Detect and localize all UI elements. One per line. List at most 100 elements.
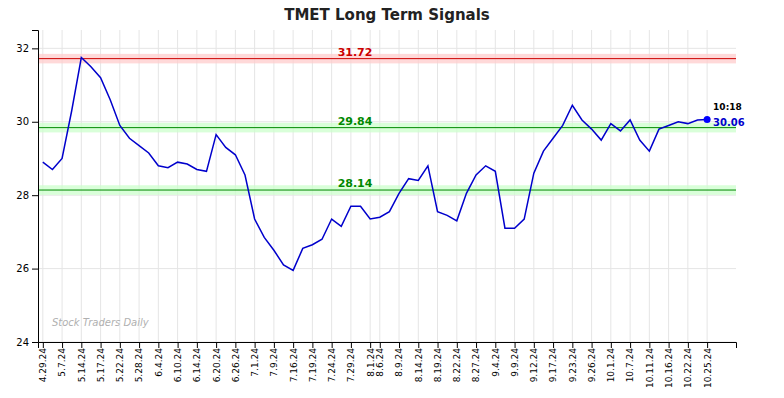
x-tick: 6.4.24: [154, 342, 164, 377]
x-axis: 4.29.245.7.245.14.245.17.245.22.245.28.2…: [38, 342, 736, 388]
y-tick: 26: [16, 263, 38, 274]
x-tick-label: 9.17.24: [548, 348, 558, 383]
last-time-label: 10:18: [713, 102, 742, 112]
price-line: [43, 58, 707, 271]
x-tick-mark: [515, 342, 516, 348]
last-point: [704, 116, 711, 123]
x-tick-label: 7.9.24: [269, 348, 279, 377]
x-tick-mark: [62, 342, 63, 348]
grid: [38, 30, 736, 342]
x-tick-label: 8.9.24: [394, 348, 404, 377]
x-tick-mark: [293, 342, 294, 348]
x-tick: 10.22.24: [683, 342, 693, 388]
x-tick: 5.17.24: [96, 342, 106, 382]
x-tick-mark: [274, 342, 275, 348]
signal-band: [38, 185, 736, 195]
x-tick-label: 6.14.24: [192, 348, 202, 383]
x-tick: 9.23.24: [568, 342, 578, 382]
x-tick-label: 9.9.24: [510, 348, 520, 377]
y-tick: 24: [16, 337, 38, 348]
y-tick-mark: [32, 342, 38, 343]
y-tick-label: 32: [16, 43, 29, 54]
x-tick: 6.26.24: [231, 342, 241, 382]
x-tick-label: 10.22.24: [683, 348, 693, 388]
signal-line: [38, 58, 736, 59]
x-tick-label: 8.27.24: [471, 348, 481, 383]
x-tick-label: 10.7.24: [625, 348, 635, 383]
x-tick-label: 9.23.24: [568, 348, 578, 383]
x-tick: 8.19.24: [433, 342, 443, 382]
x-tick: 9.26.24: [587, 342, 597, 382]
y-tick: 30: [16, 116, 38, 127]
x-tick-mark: [438, 342, 439, 348]
x-tick: 9.9.24: [510, 342, 520, 377]
x-tick-mark: [43, 342, 44, 348]
x-tick-mark: [399, 342, 400, 348]
annotations: 31.7229.8428.1410:1830.06Stock Traders D…: [52, 46, 745, 329]
x-tick-mark: [418, 342, 419, 348]
x-tick-label: 7.1.24: [250, 348, 260, 377]
x-tick: 9.12.24: [529, 342, 539, 382]
x-tick-label: 8.14.24: [414, 348, 424, 383]
x-tick: 10.11.24: [645, 342, 655, 388]
x-tick-label: 7.19.24: [308, 348, 318, 383]
marks: [38, 54, 736, 271]
x-tick: 8.27.24: [471, 342, 481, 382]
x-tick: 4.29.24: [38, 342, 48, 382]
watermark: Stock Traders Daily: [52, 317, 150, 328]
x-tick-label: 10.16.24: [664, 348, 674, 388]
x-tick-mark: [332, 342, 333, 348]
x-tick-mark: [235, 342, 236, 348]
x-tick-label: 8.22.24: [452, 348, 462, 383]
x-tick: 8.6.24: [375, 342, 385, 377]
x-tick: 7.29.24: [346, 342, 356, 382]
x-tick-mark: [707, 342, 708, 348]
signal-label: 31.72: [338, 46, 373, 59]
x-tick: 8.22.24: [452, 342, 462, 382]
x-tick-mark: [370, 342, 371, 348]
plot: 4.29.245.7.245.14.245.17.245.22.245.28.2…: [16, 30, 745, 388]
x-tick-mark: [592, 342, 593, 348]
x-tick-mark: [457, 342, 458, 348]
signal-label: 29.84: [338, 115, 373, 128]
signal-line: [38, 127, 736, 128]
x-tick-label: 9.12.24: [529, 348, 539, 383]
x-tick-mark: [380, 342, 381, 348]
x-tick-label: 10.11.24: [645, 348, 655, 388]
x-tick-mark: [630, 342, 631, 348]
y-axis-line: [32, 31, 39, 343]
x-tick-mark: [216, 342, 217, 348]
x-tick-label: 6.10.24: [173, 348, 183, 383]
x-tick-mark: [139, 342, 140, 348]
y-tick-mark: [32, 195, 38, 196]
chart: TMET Long Term Signals4.29.245.7.245.14.…: [0, 0, 784, 398]
x-tick-label: 7.16.24: [289, 348, 299, 383]
x-tick-mark: [312, 342, 313, 348]
x-tick: 10.25.24: [702, 342, 712, 388]
x-tick-mark: [688, 342, 689, 348]
x-tick-mark: [255, 342, 256, 348]
x-tick: 10.7.24: [625, 342, 635, 382]
x-tick: 6.10.24: [173, 342, 183, 382]
y-axis: 2426283032: [16, 31, 38, 348]
x-tick-mark: [101, 342, 102, 348]
x-tick-mark: [351, 342, 352, 348]
x-tick: 10.1.24: [606, 342, 616, 382]
x-tick-mark: [534, 342, 535, 348]
signal-line: [38, 190, 736, 191]
x-tick: 6.14.24: [192, 342, 202, 382]
x-tick-mark: [120, 342, 121, 348]
x-tick-mark: [495, 342, 496, 348]
x-tick: 8.14.24: [414, 342, 424, 382]
x-tick: 7.19.24: [308, 342, 318, 382]
x-tick: 5.28.24: [134, 342, 144, 382]
x-tick-mark: [649, 342, 650, 348]
x-tick: 8.9.24: [394, 342, 404, 377]
x-tick-mark: [553, 342, 554, 348]
grid-line-y: [38, 195, 736, 196]
x-tick-label: 5.22.24: [115, 348, 125, 383]
x-tick-label: 8.19.24: [433, 348, 443, 383]
signal-band: [38, 123, 736, 133]
x-tick: 7.9.24: [269, 342, 279, 377]
x-tick-label: 5.7.24: [57, 348, 67, 377]
